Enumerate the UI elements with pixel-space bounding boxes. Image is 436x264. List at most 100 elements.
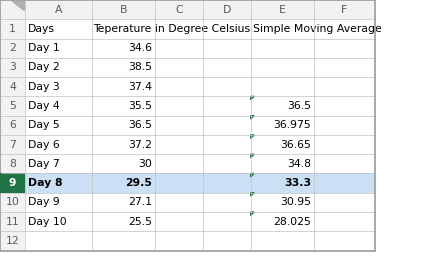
- Text: 12: 12: [6, 236, 20, 246]
- Text: 25.5: 25.5: [128, 217, 152, 227]
- Bar: [155, 0, 203, 19]
- Bar: [155, 193, 203, 212]
- Text: Day 6: Day 6: [28, 140, 60, 149]
- Bar: [155, 39, 203, 58]
- Bar: [25, 58, 92, 77]
- Text: 34.8: 34.8: [287, 159, 311, 169]
- Bar: [0, 58, 25, 77]
- Bar: [314, 77, 375, 96]
- Bar: [92, 173, 155, 193]
- Bar: [92, 135, 155, 154]
- Text: 33.3: 33.3: [284, 178, 311, 188]
- Bar: [314, 116, 375, 135]
- Text: Day 2: Day 2: [28, 63, 60, 72]
- Bar: [25, 39, 92, 58]
- Text: 36.65: 36.65: [280, 140, 311, 149]
- Text: 36.5: 36.5: [128, 120, 152, 130]
- Bar: [0, 212, 25, 231]
- Bar: [251, 212, 314, 231]
- Bar: [25, 116, 92, 135]
- Bar: [0, 77, 25, 96]
- Bar: [251, 19, 375, 39]
- Bar: [0, 193, 25, 212]
- Bar: [314, 135, 375, 154]
- Polygon shape: [251, 173, 254, 177]
- Bar: [203, 154, 251, 173]
- Bar: [25, 0, 92, 19]
- Bar: [203, 231, 251, 251]
- Text: 11: 11: [6, 217, 20, 227]
- Bar: [314, 58, 375, 77]
- Bar: [92, 77, 155, 96]
- Text: Day 10: Day 10: [28, 217, 67, 227]
- Text: 37.2: 37.2: [128, 140, 152, 149]
- Bar: [92, 0, 155, 19]
- Text: B: B: [119, 5, 127, 15]
- Text: 7: 7: [9, 140, 16, 149]
- Bar: [92, 154, 155, 173]
- Polygon shape: [251, 96, 254, 100]
- Bar: [0, 0, 375, 251]
- Text: F: F: [341, 5, 347, 15]
- Bar: [251, 116, 314, 135]
- Polygon shape: [251, 135, 254, 138]
- Bar: [25, 77, 92, 96]
- Bar: [0, 135, 25, 154]
- Polygon shape: [251, 193, 254, 196]
- Bar: [25, 231, 92, 251]
- Text: D: D: [222, 5, 231, 15]
- Bar: [203, 77, 251, 96]
- Text: 27.1: 27.1: [128, 197, 152, 207]
- Bar: [203, 193, 251, 212]
- Bar: [314, 212, 375, 231]
- Text: 28.025: 28.025: [273, 217, 311, 227]
- Text: 2: 2: [9, 43, 16, 53]
- Text: 9: 9: [9, 178, 17, 188]
- Bar: [203, 39, 251, 58]
- Bar: [314, 96, 375, 116]
- Polygon shape: [11, 1, 24, 11]
- Text: 4: 4: [9, 82, 16, 92]
- Bar: [155, 212, 203, 231]
- Text: Day 1: Day 1: [28, 43, 60, 53]
- Text: Teperature in Degree Celsius: Teperature in Degree Celsius: [92, 24, 250, 34]
- Text: 3: 3: [9, 63, 16, 72]
- Bar: [251, 154, 314, 173]
- Bar: [25, 193, 92, 212]
- Bar: [251, 39, 314, 58]
- Bar: [92, 116, 155, 135]
- Bar: [203, 116, 251, 135]
- Bar: [0, 231, 25, 251]
- Bar: [251, 0, 314, 19]
- Bar: [203, 58, 251, 77]
- Bar: [251, 135, 314, 154]
- Bar: [0, 19, 25, 39]
- Text: Day 4: Day 4: [28, 101, 60, 111]
- Text: Simple Moving Average: Simple Moving Average: [253, 24, 382, 34]
- Text: 35.5: 35.5: [128, 101, 152, 111]
- Bar: [92, 231, 155, 251]
- Bar: [203, 0, 251, 19]
- Text: Days: Days: [28, 24, 55, 34]
- Bar: [251, 173, 314, 193]
- Bar: [155, 154, 203, 173]
- Bar: [92, 58, 155, 77]
- Text: Day 9: Day 9: [28, 197, 60, 207]
- Bar: [0, 154, 25, 173]
- Bar: [251, 193, 314, 212]
- Bar: [314, 193, 375, 212]
- Bar: [155, 135, 203, 154]
- Text: 38.5: 38.5: [128, 63, 152, 72]
- Text: 30.95: 30.95: [280, 197, 311, 207]
- Text: 37.4: 37.4: [128, 82, 152, 92]
- Bar: [203, 135, 251, 154]
- Bar: [314, 173, 375, 193]
- Polygon shape: [251, 212, 254, 215]
- Bar: [25, 96, 92, 116]
- Bar: [155, 58, 203, 77]
- Text: 5: 5: [9, 101, 16, 111]
- Bar: [155, 96, 203, 116]
- Bar: [251, 96, 314, 116]
- Bar: [314, 154, 375, 173]
- Polygon shape: [251, 154, 254, 158]
